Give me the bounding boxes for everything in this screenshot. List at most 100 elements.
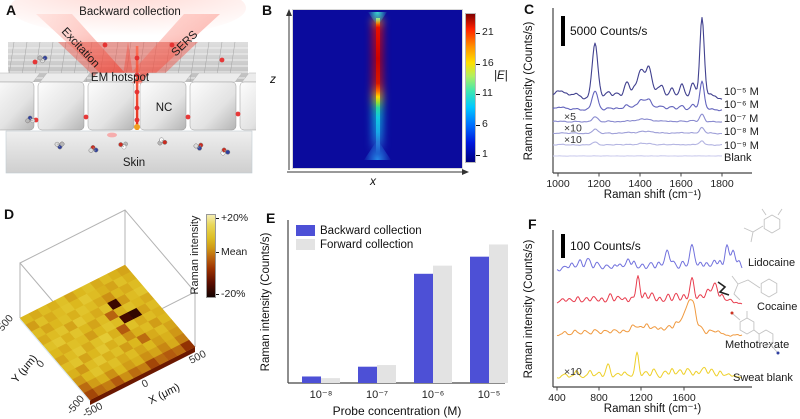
atom bbox=[25, 118, 30, 124]
panel-a-scheme: Backward collection Excitation SERS EM h… bbox=[0, 0, 287, 200]
trace-label-5: Blank bbox=[724, 152, 752, 164]
legend-label: Backward collection bbox=[320, 225, 422, 237]
cocaine-fragment bbox=[717, 281, 730, 296]
colorbar-tick bbox=[216, 252, 219, 254]
panel-label-f: F bbox=[528, 216, 537, 232]
hotspot-dot bbox=[102, 42, 108, 48]
x-axis-title: Raman shift (cm⁻¹) bbox=[604, 189, 702, 200]
concentration-spectra-chart: 1000 1200 1400 1600 1800 Raman shift (cm⁻¹) Ra… bbox=[523, 8, 759, 201]
colorbar-tick-label: 1 bbox=[482, 148, 488, 160]
legend-swatch bbox=[296, 239, 315, 250]
x-tick-label: 10⁻⁷ bbox=[366, 389, 388, 401]
spectrum-trace-5 bbox=[552, 155, 722, 157]
x-tick-label: 1600 bbox=[672, 392, 696, 404]
lidocaine-structure bbox=[743, 208, 783, 243]
em-hotspot-label: EM hotspot bbox=[91, 72, 150, 84]
molecule bbox=[37, 55, 48, 64]
atom bbox=[221, 147, 227, 153]
methotrexate-structure bbox=[758, 329, 774, 347]
colorbar-tick bbox=[216, 294, 219, 296]
colorbar-tick-label: 11 bbox=[482, 87, 493, 99]
field-colorbar bbox=[465, 13, 476, 163]
colorbar-tick bbox=[476, 33, 480, 35]
hotspot-dot bbox=[134, 89, 140, 95]
nanocube bbox=[139, 81, 187, 131]
atom bbox=[88, 148, 94, 153]
legend-swatch bbox=[296, 225, 315, 236]
multiplier-label: ×5 bbox=[564, 111, 576, 123]
trace-label-2: 10⁻⁷ M bbox=[724, 113, 758, 125]
cocaine-structure bbox=[760, 278, 778, 298]
sers-beam bbox=[123, 14, 220, 84]
nanocube-top bbox=[141, 72, 193, 83]
atom bbox=[118, 142, 124, 147]
nanocube-top bbox=[191, 72, 243, 83]
colorbar-tick-label: 6 bbox=[482, 118, 488, 130]
multiplier-label: ×10 bbox=[564, 134, 582, 146]
panel-label-b: B bbox=[262, 2, 273, 18]
spectrum-trace-4 bbox=[553, 140, 722, 146]
hotspot-dot bbox=[134, 117, 140, 123]
x-tick-label: 1200 bbox=[629, 392, 653, 404]
lidocaine-structure bbox=[763, 214, 781, 234]
nanocubes-front-row bbox=[0, 72, 287, 131]
hotspot-dot bbox=[83, 114, 89, 120]
methotrexate-structure bbox=[739, 317, 755, 335]
scalebar bbox=[561, 234, 565, 258]
spectrum-trace-2 bbox=[552, 113, 723, 123]
bar-backward-2 bbox=[414, 273, 433, 383]
methotrexate-structure bbox=[732, 311, 778, 353]
colorbar-tick bbox=[476, 64, 480, 66]
nanocube bbox=[0, 81, 35, 131]
atom bbox=[776, 351, 780, 355]
x-tick-label: 400 bbox=[548, 392, 566, 404]
column-line bbox=[189, 41, 197, 83]
z-axis-label: z bbox=[270, 72, 276, 86]
trace-label-0: Lidocaine bbox=[748, 257, 795, 269]
bar-backward-3 bbox=[470, 256, 489, 383]
bar-backward-0 bbox=[302, 376, 321, 383]
trace-label-3: 10⁻⁸ M bbox=[724, 126, 759, 138]
colorbar-tick-label: 21 bbox=[482, 26, 494, 38]
backward-collection-label: Backward collection bbox=[79, 6, 181, 18]
scalebar-label: 100 Counts/s bbox=[570, 239, 641, 253]
field-map-plot bbox=[292, 9, 463, 169]
atom bbox=[37, 55, 43, 61]
x-tick-label: 10⁻⁶ bbox=[422, 389, 445, 401]
collection-comparison-chart: 10⁻⁸ 10⁻⁷ 10⁻⁶ 10⁻⁵ Probe concentration (M) R… bbox=[260, 220, 508, 418]
molecule bbox=[88, 145, 99, 153]
y-axis-title: Raman intensity (Counts/s) bbox=[260, 232, 272, 371]
molecule bbox=[118, 141, 128, 150]
front-rim bbox=[90, 347, 195, 405]
trace-label-2: Methotrexate bbox=[725, 339, 789, 351]
nanocube-top bbox=[0, 72, 41, 83]
nc-label: NC bbox=[156, 102, 173, 114]
colorbar-tick bbox=[476, 125, 480, 127]
panel-e-bar-chart: 10⁻⁸ 10⁻⁷ 10⁻⁶ 10⁻⁵ Probe concentration (M) R… bbox=[258, 200, 520, 419]
spectrum-trace-3 bbox=[552, 126, 723, 135]
intensity-colorbar-label: Raman intensity bbox=[189, 215, 201, 295]
hotspot-dot bbox=[219, 57, 225, 63]
intensity-colorbar bbox=[206, 214, 216, 298]
x-tick-label: 1000 bbox=[546, 178, 570, 190]
spectrum-trace-1 bbox=[552, 80, 723, 112]
panel-label-a: A bbox=[6, 2, 17, 18]
colorbar-tick bbox=[216, 218, 219, 220]
x-tick-label: 10⁻⁸ bbox=[310, 389, 333, 401]
colorbar-tick-label: 16 bbox=[482, 57, 494, 69]
hotspot-column bbox=[135, 46, 139, 130]
field-colorbar-label: |E| bbox=[494, 70, 508, 82]
hotspot-dot bbox=[134, 105, 140, 111]
bar-forward-3 bbox=[489, 244, 508, 383]
colorbar-tick-label: +20% bbox=[221, 212, 249, 224]
analyte-molecules bbox=[25, 55, 231, 156]
nanocube bbox=[37, 81, 85, 131]
skin-label: Skin bbox=[123, 157, 145, 169]
hotspot-dot bbox=[169, 42, 175, 48]
cocaine-structure bbox=[731, 275, 761, 301]
colorbar-tick-label: -20% bbox=[221, 288, 246, 300]
x-axis-label: x bbox=[370, 174, 376, 188]
y-tick-label: 500 bbox=[0, 312, 16, 333]
